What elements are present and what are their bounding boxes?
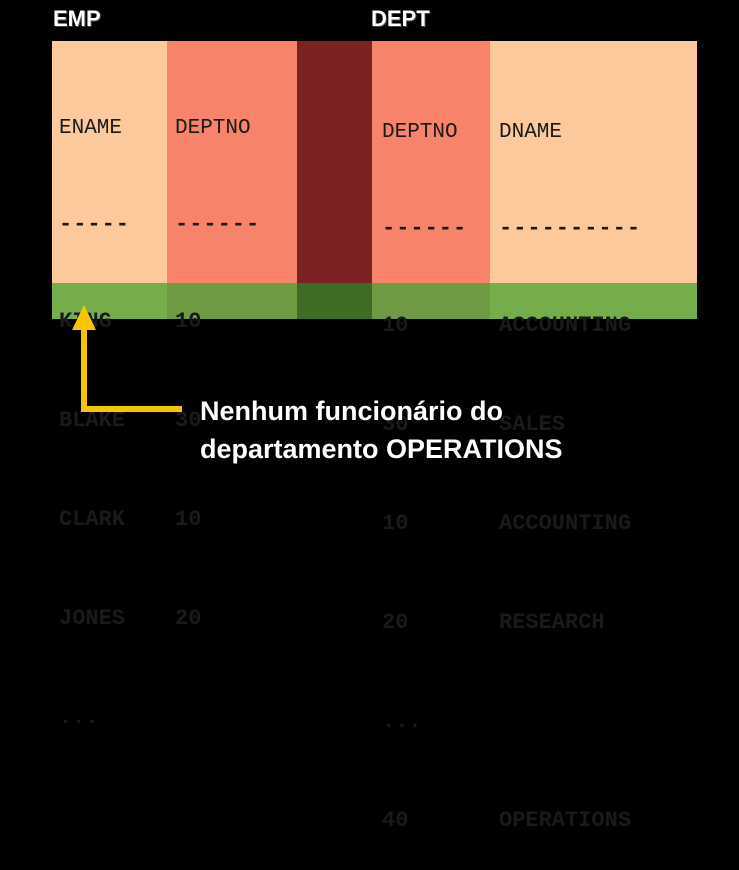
dept-dname-cell: SALES bbox=[499, 412, 566, 437]
highlight-cell-dept-deptno bbox=[372, 283, 490, 319]
dept-dname-dashes: ---------- bbox=[499, 216, 642, 241]
highlight-cell-dept-dname bbox=[490, 283, 697, 319]
dept-dname-cell: RESEARCH bbox=[499, 610, 605, 635]
emp-deptno-dashes: ------ bbox=[175, 212, 261, 237]
emp-ename-cell: BLAKE bbox=[59, 408, 126, 433]
dept-dname-highlight-cell: OPERATIONS bbox=[499, 808, 632, 833]
emp-ename-cell: CLARK bbox=[59, 507, 126, 532]
annotation-caption: Nenhum funcionário do departamento OPERA… bbox=[200, 392, 563, 468]
emp-deptno-column-bg bbox=[167, 41, 297, 283]
dept-deptno-column-bg bbox=[372, 41, 490, 283]
emp-deptno-cell: 30 bbox=[175, 408, 202, 433]
dept-dname-empty-row bbox=[499, 705, 641, 738]
highlight-cell-gap bbox=[297, 283, 372, 319]
emp-deptno-header: DEPTNO bbox=[175, 117, 251, 140]
emp-ename-column-bg bbox=[52, 41, 167, 283]
annotation-line-2: departamento OPERATIONS bbox=[200, 434, 563, 464]
dept-dname-cell: ACCOUNTING bbox=[499, 511, 632, 536]
dept-dname-cell: ACCOUNTING bbox=[499, 313, 632, 338]
dept-deptno-highlight-cell: 40 bbox=[382, 808, 409, 833]
dept-deptno-cell: 10 bbox=[382, 511, 409, 536]
dept-deptno-header: DEPTNO bbox=[382, 121, 458, 144]
dept-deptno-cell: 10 bbox=[382, 313, 409, 338]
highlight-cell-emp-ename bbox=[52, 283, 167, 319]
emp-ellipsis: ... bbox=[59, 705, 99, 730]
dept-ellipsis: ... bbox=[382, 709, 422, 734]
emp-deptno-cell: 10 bbox=[175, 309, 202, 334]
dept-deptno-cell: 20 bbox=[382, 610, 409, 635]
dept-dname-header: DNAME bbox=[499, 121, 563, 144]
highlight-cell-emp-deptno bbox=[167, 283, 297, 319]
dept-deptno-cell: 30 bbox=[382, 412, 409, 437]
yellow-arrow-icon bbox=[72, 305, 182, 412]
join-gap-column-bg bbox=[297, 41, 372, 283]
emp-deptno-cell: 20 bbox=[175, 606, 202, 631]
emp-table-title: EMP bbox=[53, 6, 101, 31]
dept-dname-column-bg bbox=[490, 41, 697, 283]
dept-deptno-dashes: ------ bbox=[382, 216, 468, 241]
annotation-line-1: Nenhum funcionário do bbox=[200, 396, 503, 426]
emp-ename-header: ENAME bbox=[59, 117, 123, 140]
emp-ename-dashes: ----- bbox=[59, 212, 131, 237]
emp-deptno-cell: 10 bbox=[175, 507, 202, 532]
dept-table-title: DEPT bbox=[371, 6, 430, 31]
emp-ename-cell: JONES bbox=[59, 606, 126, 631]
